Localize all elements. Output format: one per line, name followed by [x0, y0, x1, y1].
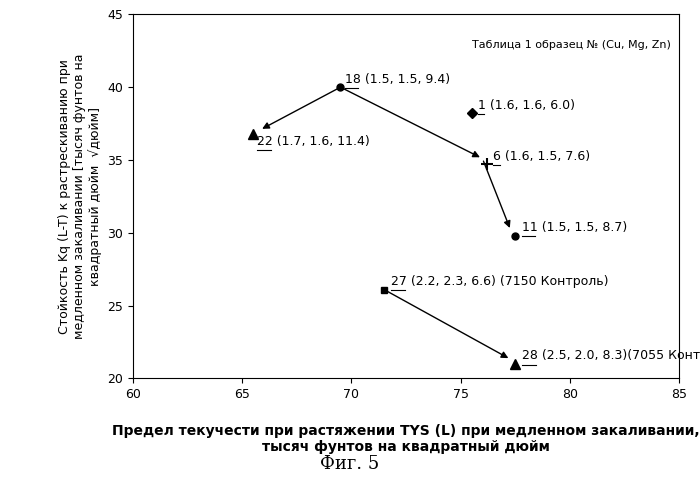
Text: 11 (1.5, 1.5, 8.7): 11 (1.5, 1.5, 8.7): [522, 221, 627, 234]
Text: Таблица 1 образец № (Cu, Mg, Zn): Таблица 1 образец № (Cu, Mg, Zn): [472, 40, 671, 50]
Text: 1 (1.6, 1.6, 6.0): 1 (1.6, 1.6, 6.0): [478, 99, 575, 112]
Text: 18 (1.5, 1.5, 9.4): 18 (1.5, 1.5, 9.4): [345, 73, 450, 86]
Text: Фиг. 5: Фиг. 5: [321, 456, 379, 473]
Text: Предел текучести при растяжении TYS (L) при медленном закаливании,
тысяч фунтов : Предел текучести при растяжении TYS (L) …: [112, 424, 700, 454]
Text: 22 (1.7, 1.6, 11.4): 22 (1.7, 1.6, 11.4): [258, 135, 370, 148]
Text: 28 (2.5, 2.0, 8.3)(7055 Контроль): 28 (2.5, 2.0, 8.3)(7055 Контроль): [522, 349, 700, 363]
Y-axis label: Стойкость Kq (L-T) к растрескиванию при
медленном закаливании [тысяч фунтов на
к: Стойкость Kq (L-T) к растрескиванию при …: [58, 54, 102, 339]
Text: 27 (2.2, 2.3, 6.6) (7150 Контроль): 27 (2.2, 2.3, 6.6) (7150 Контроль): [391, 275, 608, 288]
Text: 6 (1.6, 1.5, 7.6): 6 (1.6, 1.5, 7.6): [494, 150, 591, 163]
